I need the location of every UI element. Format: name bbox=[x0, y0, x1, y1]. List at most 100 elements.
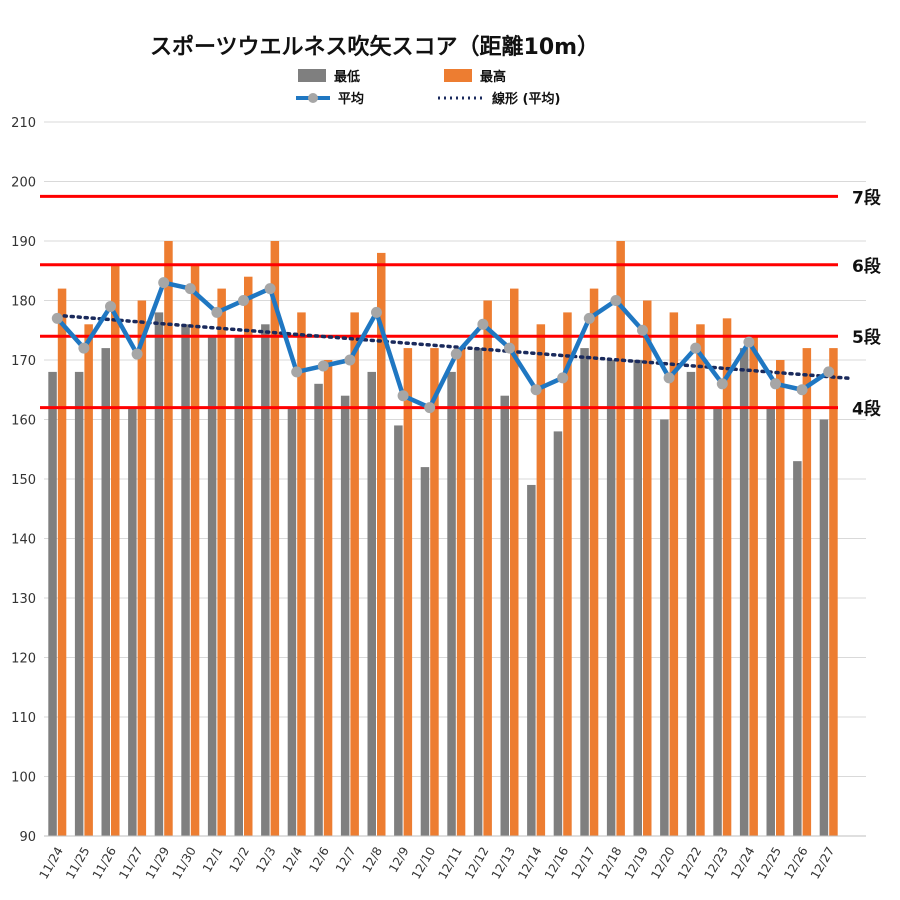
bar-max bbox=[84, 324, 93, 836]
average-point bbox=[51, 312, 63, 324]
y-tick-label: 130 bbox=[11, 592, 36, 607]
x-tick-label: 12/20 bbox=[648, 845, 677, 882]
bar-min bbox=[713, 407, 722, 836]
bar-min bbox=[234, 336, 243, 836]
average-point bbox=[530, 384, 542, 396]
average-point bbox=[264, 283, 276, 295]
bar-min bbox=[500, 395, 509, 836]
bar-min bbox=[819, 419, 829, 836]
bar-min bbox=[207, 336, 217, 836]
reference-label: 6段 bbox=[852, 256, 881, 277]
average-point bbox=[504, 342, 515, 354]
average-point bbox=[796, 384, 808, 396]
bar-max bbox=[643, 300, 652, 836]
average-point bbox=[450, 348, 462, 360]
bar-max bbox=[323, 360, 333, 836]
bar-max bbox=[217, 288, 226, 837]
x-tick-label: 11/30 bbox=[169, 845, 198, 882]
bar-min bbox=[287, 407, 297, 836]
x-tick-label: 12/22 bbox=[675, 845, 704, 882]
y-tick-label: 90 bbox=[19, 830, 36, 845]
bar-min bbox=[473, 348, 483, 836]
bar-min bbox=[261, 324, 270, 836]
bar-min bbox=[128, 407, 137, 836]
legend: 最低 最高 平均 線形 (平均) bbox=[296, 69, 560, 107]
average-line bbox=[51, 277, 835, 414]
x-tick-label: 12/13 bbox=[489, 845, 518, 882]
average-point bbox=[344, 354, 356, 366]
chart-title: スポーツウエルネス吹矢スコア（距離10m） bbox=[150, 34, 599, 60]
x-tick-label: 11/27 bbox=[116, 845, 145, 882]
bar-max bbox=[137, 300, 147, 836]
x-tick-label: 12/8 bbox=[359, 845, 385, 875]
y-tick-label: 190 bbox=[11, 235, 36, 250]
average-point bbox=[690, 342, 702, 354]
x-tick-label: 12/17 bbox=[568, 845, 597, 882]
bar-min bbox=[154, 312, 164, 836]
legend-marker-avg bbox=[308, 93, 318, 103]
bar-max bbox=[403, 348, 413, 836]
average-point bbox=[770, 378, 781, 390]
bar-max bbox=[190, 264, 200, 836]
x-tick-label: 12/6 bbox=[306, 845, 332, 875]
reference-label: 4段 bbox=[852, 399, 881, 420]
bar-max bbox=[722, 318, 732, 837]
x-tick-label: 12/10 bbox=[409, 845, 438, 882]
bar-min bbox=[367, 371, 376, 836]
y-tick-label: 180 bbox=[11, 295, 36, 310]
average-point bbox=[583, 312, 595, 324]
x-tick-label: 12/12 bbox=[462, 845, 491, 882]
y-tick-label: 120 bbox=[11, 652, 36, 667]
y-tick-label: 110 bbox=[11, 711, 36, 726]
y-tick-label: 210 bbox=[11, 116, 36, 131]
x-tick-label: 12/19 bbox=[622, 845, 651, 882]
bar-min bbox=[553, 431, 563, 836]
bar-max bbox=[802, 348, 812, 836]
bar-min bbox=[606, 360, 616, 836]
y-tick-label: 150 bbox=[11, 473, 36, 488]
legend-swatch-min bbox=[298, 69, 326, 82]
y-tick-label: 200 bbox=[11, 176, 36, 191]
bar-max bbox=[749, 336, 758, 836]
reference-lines: 7段 6段 5段 4段 bbox=[40, 187, 881, 420]
bar-min bbox=[660, 419, 669, 836]
x-tick-label: 11/29 bbox=[143, 845, 172, 882]
bar-max bbox=[616, 241, 625, 836]
legend-label-trend: 線形 (平均) bbox=[492, 91, 560, 107]
bar-min bbox=[633, 360, 642, 836]
bar-min bbox=[101, 348, 110, 836]
legend-label-min: 最低 bbox=[334, 69, 360, 85]
bar-min bbox=[793, 461, 802, 836]
y-tick-label: 140 bbox=[11, 533, 36, 548]
x-tick-label: 12/2 bbox=[226, 845, 252, 875]
average-point bbox=[557, 372, 569, 384]
average-point bbox=[424, 402, 436, 414]
x-tick-label: 11/25 bbox=[63, 845, 92, 882]
average-point bbox=[716, 378, 728, 390]
average-point bbox=[211, 306, 223, 318]
bar-max bbox=[456, 348, 466, 836]
bar-min bbox=[447, 371, 456, 836]
x-tick-label: 11/24 bbox=[36, 845, 65, 882]
x-tick-label: 12/7 bbox=[333, 845, 359, 875]
legend-label-max: 最高 bbox=[480, 69, 506, 85]
bar-min bbox=[420, 467, 430, 836]
bar-max bbox=[350, 312, 359, 836]
bar-max bbox=[696, 324, 705, 836]
average-point bbox=[397, 390, 409, 402]
average-point bbox=[131, 348, 143, 360]
bar-max bbox=[510, 288, 519, 837]
average-point bbox=[610, 295, 622, 306]
y-tick-label: 160 bbox=[11, 414, 36, 429]
x-tick-label: 12/14 bbox=[515, 845, 544, 882]
x-tick-label: 12/4 bbox=[280, 845, 306, 875]
trendline bbox=[55, 313, 853, 381]
average-point bbox=[291, 366, 303, 378]
legend-swatch-max bbox=[444, 69, 472, 82]
bar-min bbox=[340, 395, 350, 836]
bar-max bbox=[297, 312, 306, 836]
x-tick-label: 12/18 bbox=[595, 845, 624, 882]
x-tick-label: 12/11 bbox=[435, 845, 464, 882]
bar-min bbox=[686, 371, 696, 836]
